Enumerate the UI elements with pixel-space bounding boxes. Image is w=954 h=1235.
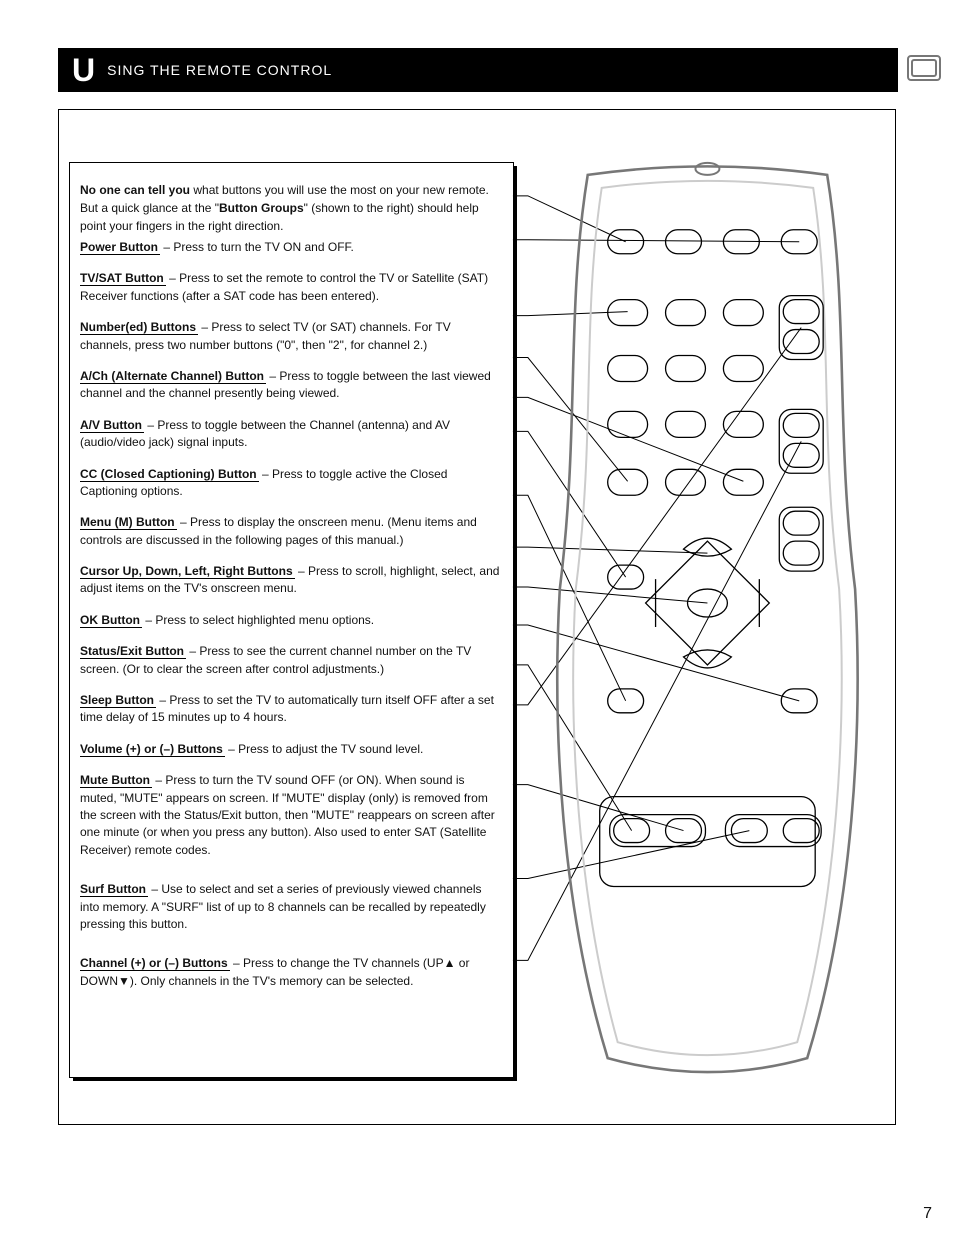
- header-rest: REMOTE CONTROL: [186, 62, 332, 78]
- remote-diagram: [59, 110, 895, 1124]
- leader-cursor: [513, 547, 708, 553]
- header-title: SING THE REMOTE CONTROL: [107, 62, 332, 78]
- tv-icon: [904, 50, 944, 84]
- leader-ok: [513, 587, 708, 603]
- leader-vol: [513, 328, 801, 705]
- leader-surf: [513, 831, 749, 879]
- page-number: 7: [923, 1205, 932, 1223]
- header-bar: U SING THE REMOTE CONTROL: [58, 48, 898, 92]
- header-letter: U: [72, 52, 95, 89]
- content-frame: No one can tell you what buttons you wil…: [58, 109, 896, 1125]
- leader-power: [513, 196, 626, 242]
- leader-tvsat: [513, 240, 799, 242]
- leader-mute: [513, 785, 684, 831]
- leader-numbers: [513, 312, 628, 316]
- leader-status: [513, 625, 799, 701]
- leader-menu: [513, 495, 626, 701]
